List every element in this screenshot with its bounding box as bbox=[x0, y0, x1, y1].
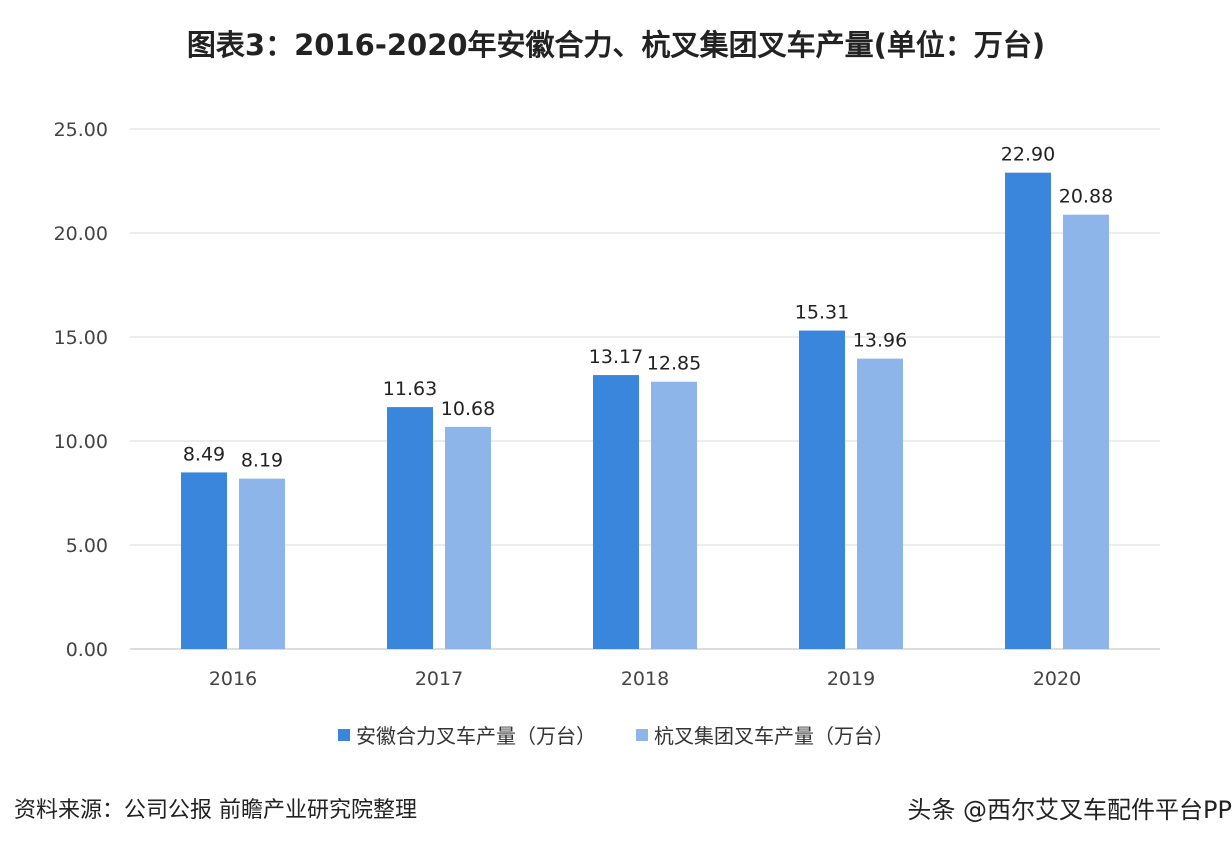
bar bbox=[1005, 172, 1051, 649]
x-tick-label: 2016 bbox=[209, 668, 257, 690]
legend-label: 安徽合力叉车产量（万台） bbox=[356, 724, 596, 748]
x-tick-label: 2019 bbox=[827, 668, 875, 690]
data-label: 8.49 bbox=[183, 443, 225, 465]
x-tick-label: 2018 bbox=[621, 668, 669, 690]
y-tick-label: 25.00 bbox=[54, 119, 108, 141]
bar bbox=[445, 426, 491, 649]
legend-item-0: 安徽合力叉车产量（万台） bbox=[338, 720, 596, 749]
data-label: 13.17 bbox=[589, 346, 643, 368]
data-label: 8.19 bbox=[241, 450, 283, 472]
data-label: 12.85 bbox=[647, 353, 701, 375]
x-tick-label: 2020 bbox=[1033, 668, 1081, 690]
legend-label: 杭叉集团叉车产量（万台） bbox=[654, 724, 894, 748]
y-tick-label: 5.00 bbox=[66, 535, 108, 557]
source-note: 资料来源：公司公报 前瞻产业研究院整理 bbox=[14, 798, 417, 823]
chart-title: 图表3：2016-2020年安徽合力、杭叉集团叉车产量(单位：万台) bbox=[186, 28, 1046, 62]
bar bbox=[181, 472, 227, 649]
bar bbox=[593, 375, 639, 649]
legend-swatch bbox=[636, 728, 648, 741]
y-tick-label: 0.00 bbox=[66, 639, 108, 661]
y-tick-label: 20.00 bbox=[54, 223, 108, 245]
bar bbox=[239, 478, 285, 649]
data-label: 10.68 bbox=[441, 398, 495, 420]
x-tick-label: 2017 bbox=[415, 668, 463, 690]
legend: 安徽合力叉车产量（万台） 杭叉集团叉车产量（万台） bbox=[0, 720, 1232, 749]
data-label: 15.31 bbox=[795, 302, 849, 324]
bar bbox=[799, 330, 845, 649]
y-tick-label: 10.00 bbox=[54, 431, 108, 453]
data-label: 11.63 bbox=[383, 378, 437, 400]
data-label: 13.96 bbox=[853, 330, 907, 352]
watermark: 头条 @西尔艾叉车配件平台PP bbox=[907, 796, 1232, 824]
y-tick-label: 15.00 bbox=[54, 327, 108, 349]
legend-swatch bbox=[338, 728, 350, 741]
legend-item-1: 杭叉集团叉车产量（万台） bbox=[636, 720, 894, 749]
bar bbox=[387, 407, 433, 649]
bar bbox=[857, 358, 903, 649]
data-label: 22.90 bbox=[1001, 144, 1055, 166]
data-label: 20.88 bbox=[1059, 186, 1113, 208]
bar bbox=[1063, 214, 1109, 650]
bar bbox=[651, 381, 697, 649]
